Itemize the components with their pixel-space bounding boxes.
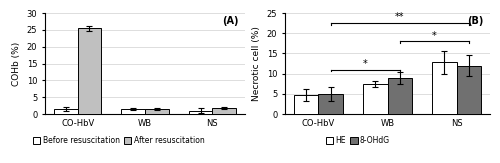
Bar [78, 28, 101, 114]
Bar [388, 78, 411, 114]
Text: *: * [362, 59, 368, 69]
Bar [122, 109, 145, 114]
Y-axis label: Necrotic cell (%): Necrotic cell (%) [252, 26, 262, 101]
Bar [318, 94, 342, 114]
Legend: Before resuscitation, After resuscitation: Before resuscitation, After resuscitatio… [33, 136, 204, 145]
Bar [432, 62, 456, 114]
Bar [212, 108, 236, 114]
Bar [189, 111, 212, 114]
Bar [364, 84, 388, 114]
Bar [145, 109, 169, 114]
Y-axis label: COHb (%): COHb (%) [12, 41, 21, 86]
Legend: HE, 8-OHdG: HE, 8-OHdG [326, 136, 390, 145]
Text: (A): (A) [222, 16, 239, 26]
Text: *: * [432, 30, 436, 41]
Text: (B): (B) [468, 16, 484, 26]
Bar [54, 109, 78, 114]
Text: **: ** [395, 12, 404, 22]
Bar [456, 66, 480, 114]
Bar [294, 95, 318, 114]
